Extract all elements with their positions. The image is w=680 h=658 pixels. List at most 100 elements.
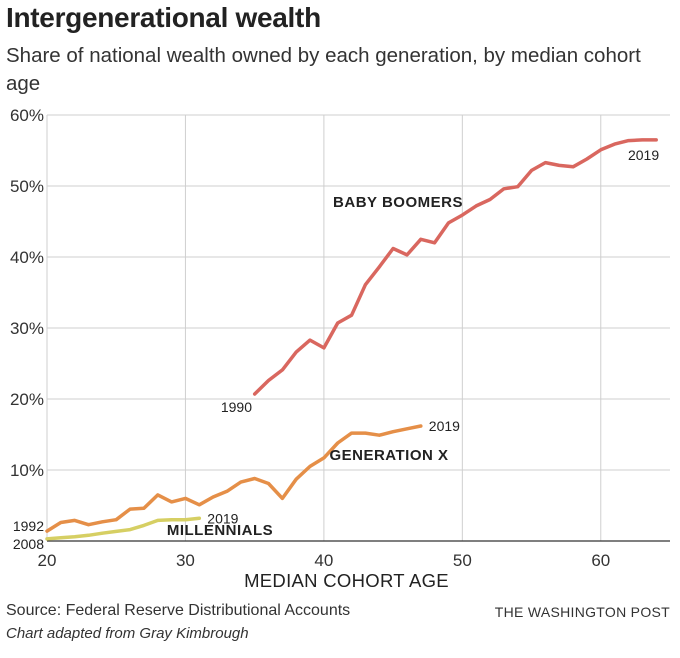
x-tick-label: 40 bbox=[314, 551, 333, 570]
data-point bbox=[433, 241, 437, 245]
x-axis-ticks: 20 30 40 50 60 bbox=[38, 551, 611, 570]
publisher-label: THE WASHINGTON POST bbox=[494, 604, 670, 620]
data-point bbox=[350, 431, 353, 435]
data-point bbox=[59, 521, 63, 524]
series-start-label: 1992 bbox=[13, 518, 44, 534]
data-point bbox=[460, 213, 464, 217]
data-point bbox=[405, 253, 409, 257]
data-point bbox=[87, 533, 90, 537]
series-group bbox=[45, 138, 658, 541]
data-point bbox=[114, 530, 118, 533]
chart-title: Intergenerational wealth bbox=[6, 2, 321, 33]
data-point bbox=[627, 139, 630, 142]
series-line bbox=[45, 516, 202, 541]
data-point bbox=[322, 346, 326, 350]
data-point bbox=[391, 430, 395, 434]
data-point bbox=[640, 138, 644, 142]
data-point bbox=[197, 516, 201, 520]
data-point bbox=[280, 497, 284, 500]
data-point bbox=[336, 441, 340, 445]
data-point bbox=[654, 138, 658, 142]
data-point bbox=[571, 165, 575, 169]
data-point bbox=[59, 536, 63, 540]
data-point bbox=[377, 433, 381, 437]
data-point bbox=[447, 221, 450, 225]
y-tick-label: 20% bbox=[10, 390, 44, 409]
data-point bbox=[599, 148, 603, 152]
data-point bbox=[100, 520, 104, 524]
y-tick-label: 40% bbox=[10, 248, 44, 267]
data-point bbox=[502, 187, 506, 191]
data-point bbox=[73, 535, 77, 539]
data-point bbox=[294, 350, 298, 354]
data-point bbox=[280, 368, 284, 372]
data-point bbox=[45, 537, 49, 541]
data-point bbox=[391, 247, 395, 250]
data-point bbox=[516, 185, 520, 189]
data-point bbox=[156, 519, 160, 522]
data-point bbox=[100, 531, 104, 535]
series-name-label: GENERATION X bbox=[329, 447, 448, 464]
data-point bbox=[405, 427, 409, 431]
data-point bbox=[156, 493, 160, 497]
data-point bbox=[488, 198, 492, 201]
data-point bbox=[294, 477, 298, 481]
data-point bbox=[544, 161, 547, 164]
data-point bbox=[364, 431, 367, 435]
chart-subtitle: Share of national wealth owned by each g… bbox=[6, 44, 641, 95]
series-name-label: BABY BOOMERS bbox=[333, 194, 463, 211]
data-point bbox=[128, 528, 132, 532]
x-axis-title: MEDIAN COHORT AGE bbox=[244, 570, 449, 591]
y-tick-label: 10% bbox=[10, 461, 44, 480]
data-point bbox=[128, 507, 132, 511]
data-point bbox=[350, 313, 353, 317]
y-tick-label: 30% bbox=[10, 319, 44, 338]
gridlines bbox=[46, 114, 670, 541]
x-tick-label: 30 bbox=[176, 551, 195, 570]
data-point bbox=[197, 503, 201, 507]
series-name-label: MILLENNIALS bbox=[167, 522, 273, 539]
data-point bbox=[267, 379, 270, 382]
series-start-label: 1990 bbox=[221, 399, 252, 415]
data-point bbox=[530, 168, 533, 172]
data-point bbox=[308, 338, 312, 342]
data-point bbox=[73, 519, 77, 522]
data-point bbox=[142, 506, 146, 510]
data-point bbox=[87, 523, 90, 527]
data-point bbox=[225, 489, 229, 493]
data-point bbox=[184, 497, 187, 500]
data-point bbox=[170, 518, 174, 522]
line-chart: 10% 20% 30% 40% 50% 60% 20 30 40 50 60 BABY BOOME… bbox=[10, 106, 670, 591]
y-axis-ticks: 10% 20% 30% 40% 50% 60% bbox=[10, 106, 44, 480]
y-tick-label: 50% bbox=[10, 177, 44, 196]
data-point bbox=[419, 237, 423, 241]
data-point bbox=[364, 283, 367, 287]
data-point bbox=[377, 265, 381, 269]
data-point bbox=[142, 523, 146, 527]
data-point bbox=[170, 500, 174, 504]
series-start-label: 2008 bbox=[13, 536, 44, 552]
data-point bbox=[613, 142, 617, 146]
data-point bbox=[322, 456, 326, 460]
series-line bbox=[45, 424, 423, 533]
data-point bbox=[419, 424, 423, 428]
data-point bbox=[184, 518, 187, 522]
data-point bbox=[45, 529, 49, 533]
data-point bbox=[557, 164, 561, 167]
series-end-label: 2019 bbox=[207, 510, 238, 526]
source-note: Source: Federal Reserve Distributional A… bbox=[6, 602, 351, 619]
data-point bbox=[585, 157, 589, 161]
data-point bbox=[239, 480, 243, 484]
data-point bbox=[474, 204, 478, 208]
x-tick-label: 60 bbox=[591, 551, 610, 570]
series-end-label: 2019 bbox=[429, 418, 460, 434]
data-point bbox=[336, 321, 340, 325]
data-point bbox=[253, 392, 257, 396]
x-tick-label: 50 bbox=[453, 551, 472, 570]
data-point bbox=[114, 518, 118, 522]
data-point bbox=[211, 495, 215, 499]
series-end-label: 2019 bbox=[628, 147, 659, 163]
data-point bbox=[308, 465, 312, 468]
credit-note: Chart adapted from Gray Kimbrough bbox=[6, 625, 249, 642]
data-point bbox=[253, 477, 257, 480]
